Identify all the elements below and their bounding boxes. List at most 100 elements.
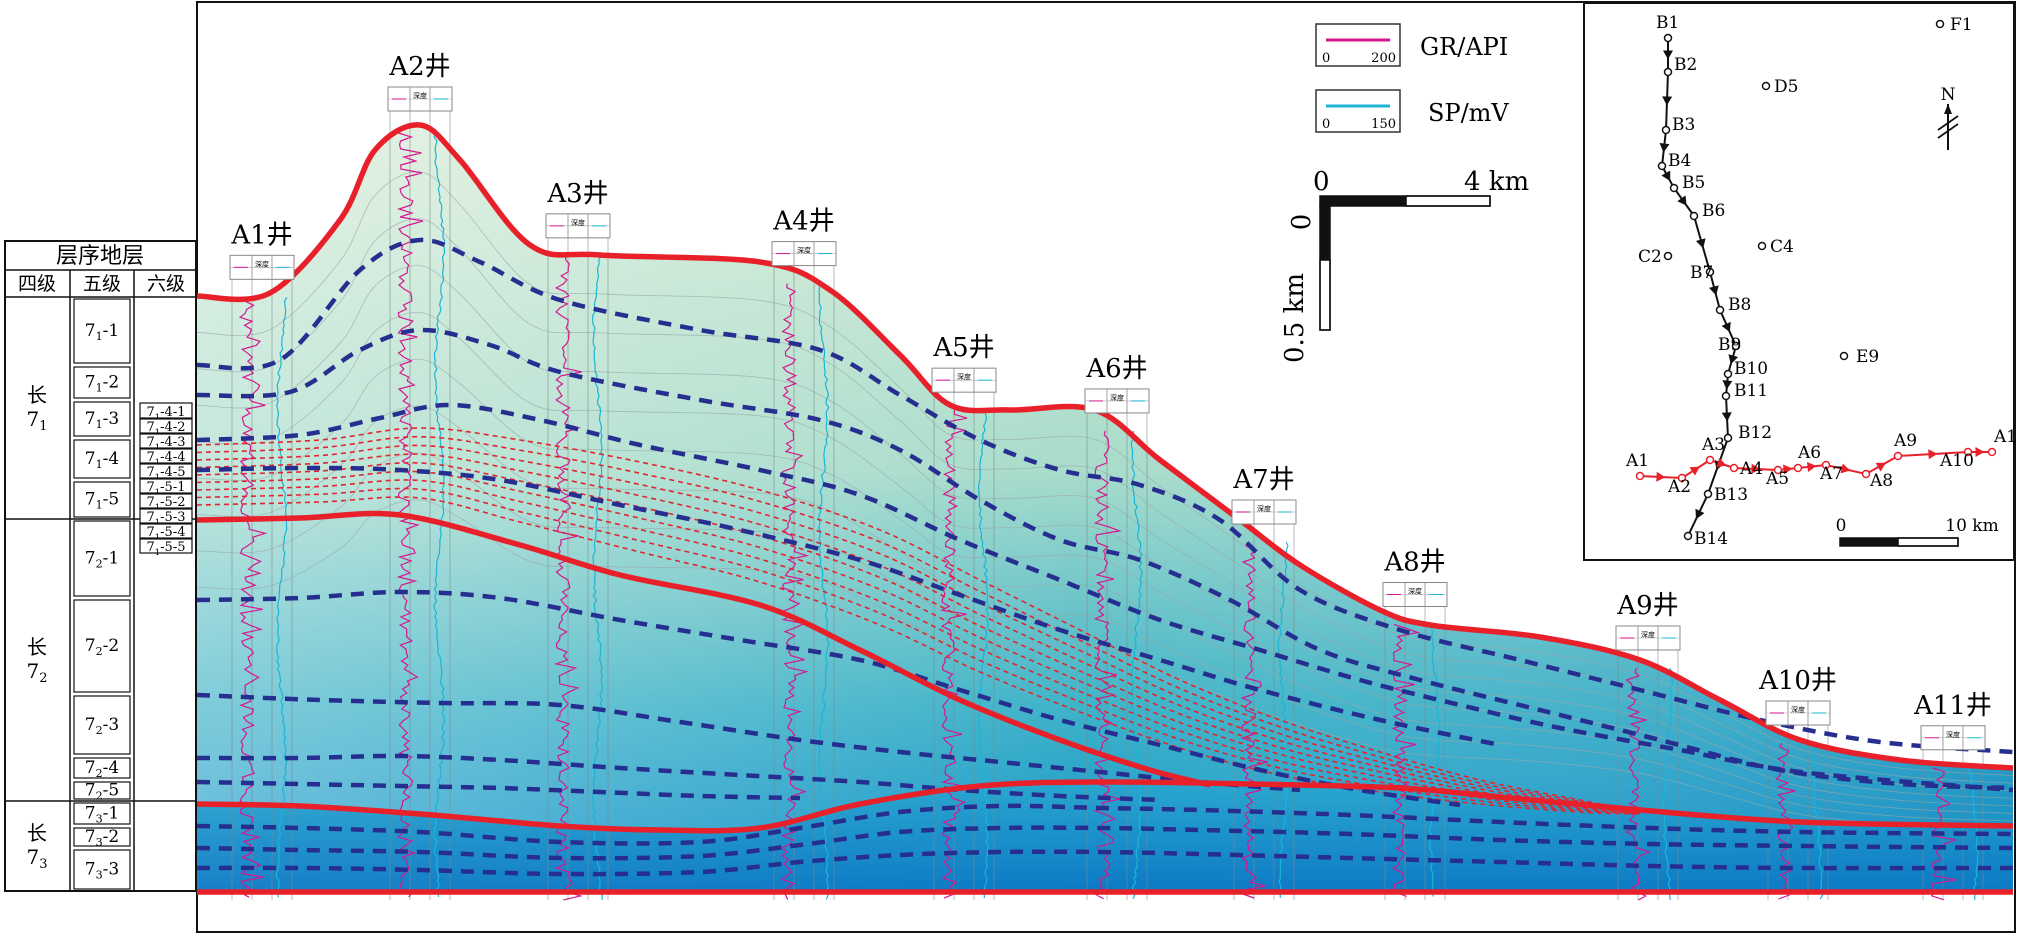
- gr-curve: [553, 255, 583, 901]
- log-header-text: 深度: [571, 218, 585, 227]
- sp-legend-max: 150: [1371, 117, 1396, 132]
- scale-v-zero: 0: [1287, 214, 1317, 231]
- sixth-order-line: [196, 496, 1641, 815]
- map-point: [1861, 469, 1871, 479]
- svg-text:长: 长: [27, 821, 47, 845]
- map-point-label: C2: [1638, 247, 1662, 267]
- map-point: [1689, 211, 1699, 221]
- map-point-label: A10: [1939, 451, 1974, 471]
- map-point: [1663, 67, 1673, 77]
- fifth-order-line: [196, 237, 2014, 755]
- map-point: [1793, 463, 1803, 473]
- fourth-level-cell: 长71: [26, 383, 47, 434]
- fifth-order-line: [196, 589, 1461, 808]
- sixth-order-line: [196, 487, 1641, 815]
- svg-text:71-4-1: 71-4-1: [147, 405, 186, 422]
- svg-text:73-3: 73-3: [85, 860, 119, 882]
- gr-curve: [1391, 623, 1421, 898]
- map-point-label: B10: [1734, 359, 1768, 379]
- sixth-level-cell: [139, 418, 193, 434]
- fourth-order-boundaries: [196, 122, 2014, 895]
- map-point-label: B8: [1728, 295, 1751, 315]
- log-header-text: 深度: [1408, 587, 1422, 596]
- fifth-order-line: [196, 692, 1301, 793]
- log-track-8: [1384, 606, 1446, 900]
- map-point-label: E9: [1856, 347, 1879, 367]
- map-point: [1821, 460, 1831, 470]
- log-legend: 0 200 GR/API 0 150 SP/mV: [1315, 23, 1509, 133]
- svg-text:71-2: 71-2: [85, 373, 119, 395]
- svg-text:71-5-1: 71-5-1: [147, 480, 186, 497]
- sequence-boundary: [196, 122, 2014, 771]
- map-point: [1715, 305, 1725, 315]
- route-arrow: [1721, 321, 1731, 333]
- map-point: [1677, 473, 1687, 483]
- sp-curve: [275, 297, 288, 898]
- well-11: 深度 A11井: [1913, 691, 1992, 751]
- map-point-label: B11: [1734, 381, 1768, 401]
- map-point-label: B5: [1682, 173, 1705, 193]
- scale-bar: 0 4 km 0 0.5 km: [1280, 167, 1529, 363]
- sixth-level-cell: [139, 538, 193, 554]
- map-point-label: B12: [1738, 423, 1772, 443]
- svg-text:71-5-3: 71-5-3: [147, 510, 186, 527]
- log-header-text: 深度: [1791, 705, 1805, 714]
- map-point: [1839, 351, 1849, 361]
- map-point: [1935, 19, 1945, 29]
- log-header-text: 深度: [1110, 393, 1124, 402]
- well-label: A3井: [546, 179, 608, 209]
- route-arrow: [1928, 449, 1938, 460]
- well-label: A8井: [1383, 548, 1445, 578]
- svg-text:71-4-3: 71-4-3: [147, 435, 186, 452]
- map-point-label: A4: [1739, 459, 1763, 479]
- well-4: 深度 A4井: [771, 207, 837, 267]
- well-headers: 深度A1井深度A2井深度A3井深度A4井深度A5井深度A6井深度A7井深度A8井…: [229, 52, 1992, 751]
- thin-line: [196, 358, 2014, 807]
- svg-text:71-4-2: 71-4-2: [147, 420, 186, 437]
- svg-text:71-5: 71-5: [85, 490, 119, 512]
- sp-curve: [1130, 430, 1143, 900]
- well-2: 深度 A2井: [387, 52, 453, 112]
- fifth-level-cell: [73, 439, 131, 479]
- map-point: [1721, 391, 1731, 401]
- sixth-level-cell: [139, 433, 193, 449]
- well-label: A10井: [1758, 666, 1837, 696]
- fifth-order-line: [196, 465, 1501, 748]
- map-scale-label: 10 km: [1945, 516, 1998, 536]
- fifth-order-line: [196, 825, 2014, 861]
- svg-text:71: 71: [26, 407, 47, 434]
- log-header-text: 深度: [1257, 504, 1271, 513]
- map-point-label: A3: [1701, 435, 1725, 455]
- sp-curve: [433, 128, 446, 898]
- well-label: A6井: [1085, 354, 1147, 384]
- well-8: 深度 A8井: [1382, 548, 1448, 607]
- well-6: 深度 A6井: [1084, 354, 1150, 414]
- route-arrow: [1677, 195, 1687, 206]
- map-point: [1761, 81, 1771, 91]
- map-point-label: B4: [1668, 151, 1691, 171]
- thin-line: [196, 405, 2014, 814]
- sp-legend-box: [1315, 89, 1401, 133]
- sixth-level-cell: [139, 448, 193, 464]
- route-arrow: [1663, 50, 1673, 60]
- gr-curve: [940, 410, 968, 899]
- well-7: 深度 A7井: [1231, 465, 1297, 525]
- thin-line: [196, 265, 2014, 792]
- svg-text:73: 73: [26, 845, 47, 872]
- well-label: A5井: [932, 333, 994, 363]
- sixth-level-cell: [139, 508, 193, 524]
- sixth-order-line: [196, 479, 1641, 815]
- svg-text:73-1: 73-1: [85, 804, 119, 826]
- map-point-label: B14: [1694, 529, 1728, 549]
- well-3: 深度 A3井: [545, 179, 611, 239]
- route-arrow: [1695, 508, 1705, 520]
- map-scale: 0 10 km: [1836, 516, 1999, 547]
- svg-text:71-5-5: 71-5-5: [147, 540, 186, 557]
- log-track-7: [1233, 524, 1295, 900]
- svg-text:72-3: 72-3: [85, 715, 119, 737]
- map-point: [1705, 455, 1715, 465]
- map-point-label: F1: [1950, 15, 1973, 35]
- svg-text:71-5-2: 71-5-2: [147, 495, 186, 512]
- map-point-label: B13: [1714, 485, 1748, 505]
